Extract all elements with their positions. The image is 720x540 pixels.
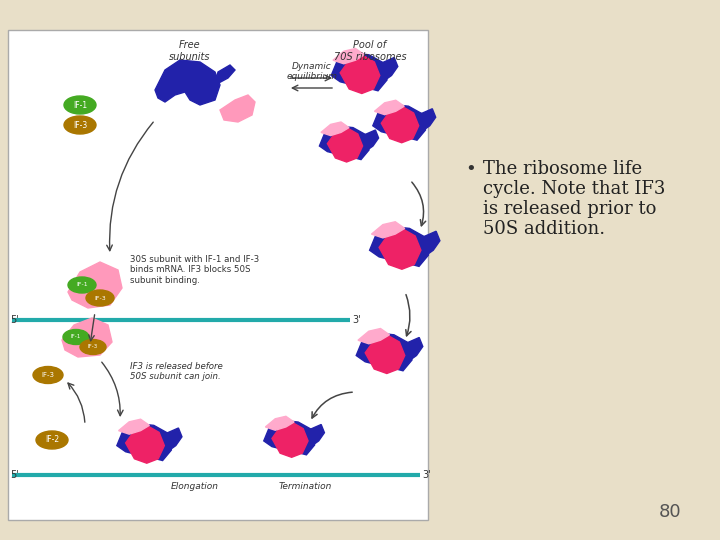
Polygon shape bbox=[220, 95, 255, 122]
Polygon shape bbox=[321, 122, 349, 136]
Polygon shape bbox=[308, 424, 325, 445]
Polygon shape bbox=[382, 106, 419, 143]
FancyBboxPatch shape bbox=[8, 30, 428, 520]
Text: Elongation: Elongation bbox=[171, 482, 219, 491]
Polygon shape bbox=[320, 126, 369, 160]
Polygon shape bbox=[62, 318, 112, 357]
Text: 5': 5' bbox=[10, 470, 19, 480]
Text: Dynamic
equilibrium: Dynamic equilibrium bbox=[287, 62, 338, 82]
Ellipse shape bbox=[33, 367, 63, 383]
Text: cycle. Note that IF3: cycle. Note that IF3 bbox=[483, 180, 665, 198]
Text: IF-3: IF-3 bbox=[73, 120, 87, 130]
Polygon shape bbox=[373, 105, 426, 140]
Polygon shape bbox=[215, 65, 235, 85]
Polygon shape bbox=[356, 333, 412, 371]
Polygon shape bbox=[164, 428, 182, 450]
Polygon shape bbox=[358, 328, 390, 344]
Text: Free
subunits: Free subunits bbox=[169, 40, 211, 62]
Text: 30S subunit with IF-1 and IF-3
binds mRNA. IF3 blocks 50S
subunit binding.: 30S subunit with IF-1 and IF-3 binds mRN… bbox=[130, 255, 259, 285]
Ellipse shape bbox=[80, 340, 106, 354]
Ellipse shape bbox=[86, 290, 114, 306]
Ellipse shape bbox=[36, 431, 68, 449]
Polygon shape bbox=[363, 130, 379, 150]
Polygon shape bbox=[340, 55, 380, 93]
Text: IF-3: IF-3 bbox=[94, 295, 106, 300]
Polygon shape bbox=[119, 419, 150, 434]
Text: IF-3: IF-3 bbox=[42, 372, 55, 378]
Text: IF3 is released before
50S subunit can join.: IF3 is released before 50S subunit can j… bbox=[130, 362, 222, 381]
Ellipse shape bbox=[64, 96, 96, 114]
Text: 80: 80 bbox=[659, 503, 681, 521]
Polygon shape bbox=[264, 421, 315, 455]
Text: Pool of
70S ribosomes: Pool of 70S ribosomes bbox=[333, 40, 406, 62]
Polygon shape bbox=[365, 335, 405, 374]
Polygon shape bbox=[328, 127, 363, 162]
Text: IF-3: IF-3 bbox=[88, 345, 98, 349]
Polygon shape bbox=[380, 57, 397, 80]
Polygon shape bbox=[117, 423, 171, 461]
Text: The ribosome life: The ribosome life bbox=[483, 160, 642, 178]
Text: IF-1: IF-1 bbox=[71, 334, 81, 340]
Polygon shape bbox=[372, 222, 405, 238]
Text: 5': 5' bbox=[10, 315, 19, 325]
Text: Termination: Termination bbox=[279, 482, 332, 491]
Polygon shape bbox=[126, 426, 164, 463]
Ellipse shape bbox=[68, 277, 96, 293]
Polygon shape bbox=[272, 422, 308, 457]
Polygon shape bbox=[68, 262, 122, 308]
Polygon shape bbox=[379, 228, 421, 269]
Polygon shape bbox=[333, 49, 364, 64]
Ellipse shape bbox=[64, 116, 96, 134]
Text: IF-1: IF-1 bbox=[76, 282, 88, 287]
Polygon shape bbox=[405, 338, 423, 360]
Polygon shape bbox=[419, 109, 436, 130]
Polygon shape bbox=[374, 100, 404, 114]
Text: is released prior to: is released prior to bbox=[483, 200, 657, 218]
Polygon shape bbox=[421, 231, 440, 255]
Text: IF-2: IF-2 bbox=[45, 435, 59, 444]
Text: IF-1: IF-1 bbox=[73, 100, 87, 110]
Ellipse shape bbox=[63, 329, 89, 345]
Text: 3': 3' bbox=[422, 470, 431, 480]
Text: •: • bbox=[465, 160, 476, 178]
Text: 3': 3' bbox=[352, 315, 361, 325]
Polygon shape bbox=[369, 226, 428, 266]
Text: 50S addition.: 50S addition. bbox=[483, 220, 605, 238]
Polygon shape bbox=[266, 416, 294, 430]
Polygon shape bbox=[331, 53, 387, 91]
Polygon shape bbox=[155, 60, 220, 105]
